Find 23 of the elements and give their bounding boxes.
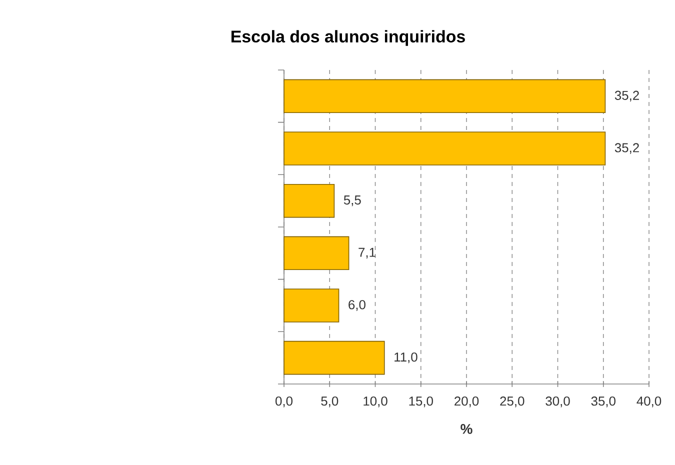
bar <box>284 132 606 166</box>
data-label: 5,5 <box>344 196 361 206</box>
x-tick-label: 20,0 <box>454 396 479 408</box>
data-label: 7,1 <box>358 248 376 258</box>
x-tick-label: 0,0 <box>276 396 293 408</box>
data-label: 6,0 <box>348 300 366 311</box>
x-axis-title: % <box>460 424 472 434</box>
data-label: 35,2 <box>614 90 639 102</box>
x-tick-label: 15,0 <box>409 396 433 408</box>
x-tick-label: 30,0 <box>546 396 570 408</box>
bar <box>284 184 335 218</box>
x-tick-label: 40,0 <box>636 396 662 408</box>
x-tick-label: 5,0 <box>321 396 338 408</box>
x-tick-label: 35,0 <box>591 396 616 408</box>
x-tick-label: 10,0 <box>364 396 388 408</box>
bar <box>284 79 606 114</box>
data-label: 11,0 <box>394 352 418 364</box>
bar <box>284 236 350 270</box>
x-tick-label: 25,0 <box>500 396 524 408</box>
bar <box>284 340 385 375</box>
bar <box>284 288 340 322</box>
chart-title: Escola dos alunos inquiridos <box>232 30 465 46</box>
data-label: 35,2 <box>614 143 639 154</box>
